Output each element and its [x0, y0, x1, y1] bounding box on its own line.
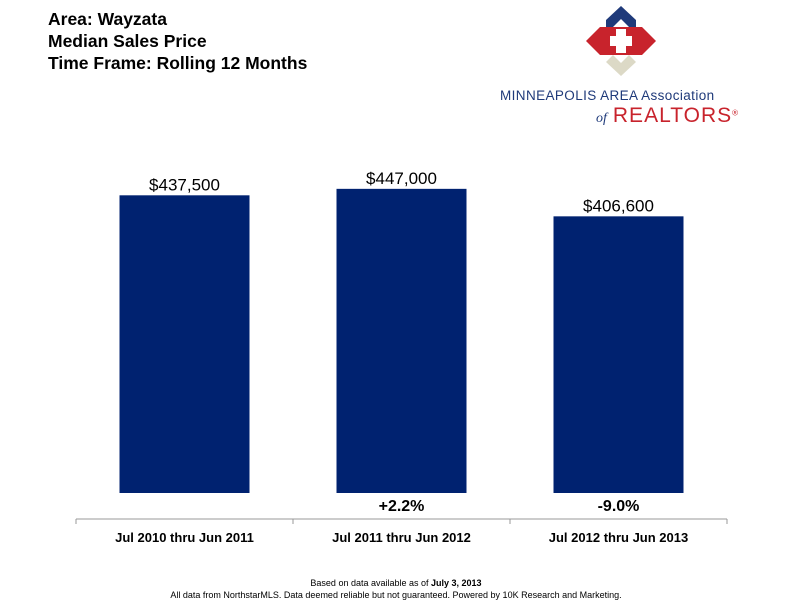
bar [553, 216, 684, 494]
logo-of-text: of [596, 111, 607, 126]
time-frame-title: Time Frame: Rolling 12 Months [48, 53, 308, 73]
x-tick-label: Jul 2012 thru Jun 2013 [549, 530, 688, 545]
logo-realtors-text: REALTORS [612, 104, 733, 127]
footer-disclaimer: All data from NorthstarMLS. Data deemed … [170, 590, 622, 600]
bar-change-label: +2.2% [379, 498, 425, 515]
logo-registered-mark: ® [732, 108, 739, 118]
area-title: Area: Wayzata [48, 9, 167, 29]
footer-date: July 3, 2013 [431, 578, 482, 588]
realtors-logo: MINNEAPOLIS AREA Association of REALTORS® [498, 6, 748, 128]
bar-change-label: -9.0% [598, 498, 640, 515]
bar-value-label: $447,000 [366, 169, 437, 188]
footer-date-prefix: Based on data available as of [310, 578, 432, 588]
chart-header: Area: Wayzata Median Sales Price Time Fr… [48, 8, 307, 74]
bar [119, 195, 250, 493]
metric-title: Median Sales Price [48, 31, 207, 51]
bar [336, 188, 467, 494]
bar-value-label: $437,500 [149, 175, 220, 194]
logo-realtors-line: of REALTORS® [596, 104, 738, 128]
median-price-bar-chart: $437,500 Jul 2010 thru Jun 2011 $447,000 +2… [75, 169, 728, 545]
realtors-house-cross-icon [586, 6, 656, 76]
x-tick-label: Jul 2010 thru Jun 2011 [115, 530, 254, 545]
logo-association-text: MINNEAPOLIS AREA Association [500, 88, 715, 103]
bar-value-label: $406,600 [583, 196, 654, 215]
x-tick-label: Jul 2011 thru Jun 2012 [332, 530, 471, 545]
footer-data-date: Based on data available as of July 3, 20… [0, 578, 792, 588]
